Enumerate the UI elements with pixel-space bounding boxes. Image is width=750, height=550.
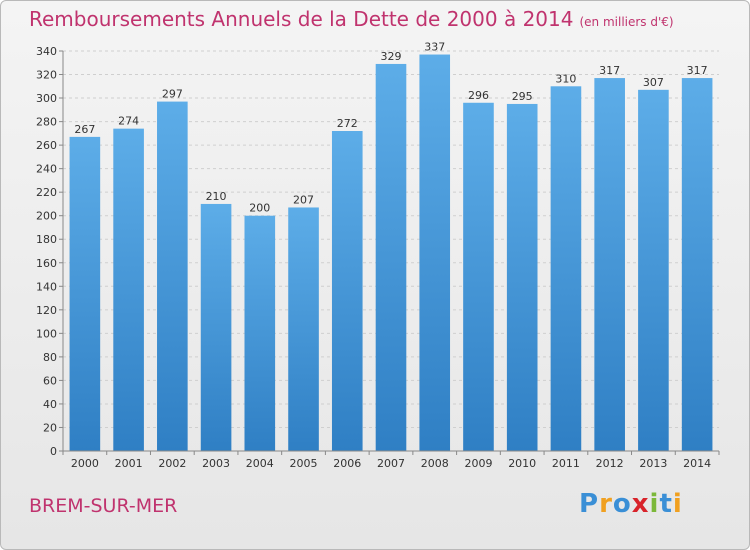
- bars: [69, 54, 713, 452]
- proxiti-logo: Proxiti: [579, 489, 683, 519]
- y-tick-label: 80: [43, 351, 57, 364]
- x-tick-label: 2013: [639, 457, 667, 470]
- bar: [594, 78, 625, 451]
- y-tick-label: 200: [36, 210, 57, 223]
- bar: [463, 102, 494, 451]
- x-tick-label: 2012: [596, 457, 624, 470]
- bar-value-label: 297: [162, 88, 183, 101]
- bar-value-label: 307: [643, 76, 664, 89]
- y-tick-label: 240: [36, 163, 57, 176]
- x-tick-label: 2006: [333, 457, 361, 470]
- bar-value-label: 329: [381, 50, 402, 63]
- bar: [638, 89, 669, 451]
- y-tick-label: 220: [36, 186, 57, 199]
- bar-value-label: 267: [74, 123, 95, 136]
- bar-value-label: 310: [555, 72, 576, 85]
- bar: [200, 203, 232, 451]
- logo-letter: i: [649, 489, 660, 519]
- value-labels: 267 274 297 210 200 207 272 329 337 296 295 310 317 3…: [74, 41, 707, 215]
- y-tick-label: 260: [36, 139, 57, 152]
- bar: [113, 128, 144, 451]
- bar-value-label: 296: [468, 89, 489, 102]
- logo-letter: i: [672, 489, 683, 519]
- bar-value-label: 207: [293, 193, 314, 206]
- bar-value-label: 295: [512, 90, 533, 103]
- bar-value-label: 274: [118, 115, 139, 128]
- y-tick-label: 140: [36, 280, 57, 293]
- y-tick-label: 160: [36, 257, 57, 270]
- x-tick-label: 2005: [290, 457, 318, 470]
- bar-value-label: 337: [424, 41, 445, 54]
- y-tick-label: 120: [36, 304, 57, 317]
- x-tick-label: 2007: [377, 457, 405, 470]
- bar: [157, 101, 188, 452]
- x-tick-label: 2008: [421, 457, 449, 470]
- bar: [331, 131, 363, 451]
- logo-letter: t: [659, 489, 673, 519]
- bar: [69, 136, 101, 451]
- bar: [419, 54, 451, 451]
- logo-letter: x: [631, 489, 650, 519]
- y-tick-label: 340: [36, 45, 57, 58]
- bar: [244, 215, 276, 451]
- bar-value-label: 317: [687, 64, 708, 77]
- chart-unit: (en milliers d'€): [579, 15, 674, 29]
- y-tick-label: 0: [50, 445, 57, 458]
- chart-title-text: Remboursements Annuels de la Dette de 20…: [29, 7, 574, 31]
- y-tick-label: 40: [43, 398, 57, 411]
- bar-value-label: 210: [206, 190, 227, 203]
- y-tick-label: 20: [43, 421, 57, 434]
- logo-letter: r: [599, 489, 613, 519]
- y-tick-label: 180: [36, 233, 57, 246]
- logo-letter: P: [579, 489, 600, 519]
- bar: [681, 78, 713, 451]
- y-tick-label: 60: [43, 374, 57, 387]
- x-tick-label: 2004: [246, 457, 274, 470]
- x-tick-label: 2009: [464, 457, 492, 470]
- bar: [375, 63, 407, 452]
- x-tick-label: 2002: [158, 457, 186, 470]
- y-tick-label: 320: [36, 69, 57, 82]
- bar: [506, 103, 538, 452]
- y-tick-label: 300: [36, 92, 57, 105]
- x-tick-label: 2010: [508, 457, 536, 470]
- x-tick-label: 2001: [115, 457, 143, 470]
- x-tick-label: 2003: [202, 457, 230, 470]
- chart-title: Remboursements Annuels de la Dette de 20…: [29, 7, 674, 31]
- y-tick-label: 280: [36, 116, 57, 129]
- y-tick-label: 100: [36, 327, 57, 340]
- x-tick-label: 2014: [683, 457, 711, 470]
- bar: [550, 86, 582, 451]
- bar: [288, 207, 319, 451]
- x-tick-label: 2011: [552, 457, 580, 470]
- bar-value-label: 272: [337, 117, 358, 130]
- location-name: BREM-SUR-MER: [29, 495, 178, 517]
- x-tick-label: 2000: [71, 457, 99, 470]
- bar-value-label: 200: [249, 202, 270, 215]
- logo-letter: o: [612, 489, 632, 519]
- bar-value-label: 317: [599, 64, 620, 77]
- axes: 0 20 40 60 80 100 120 140 160 180 200 220 240 260 280 3…: [36, 45, 720, 470]
